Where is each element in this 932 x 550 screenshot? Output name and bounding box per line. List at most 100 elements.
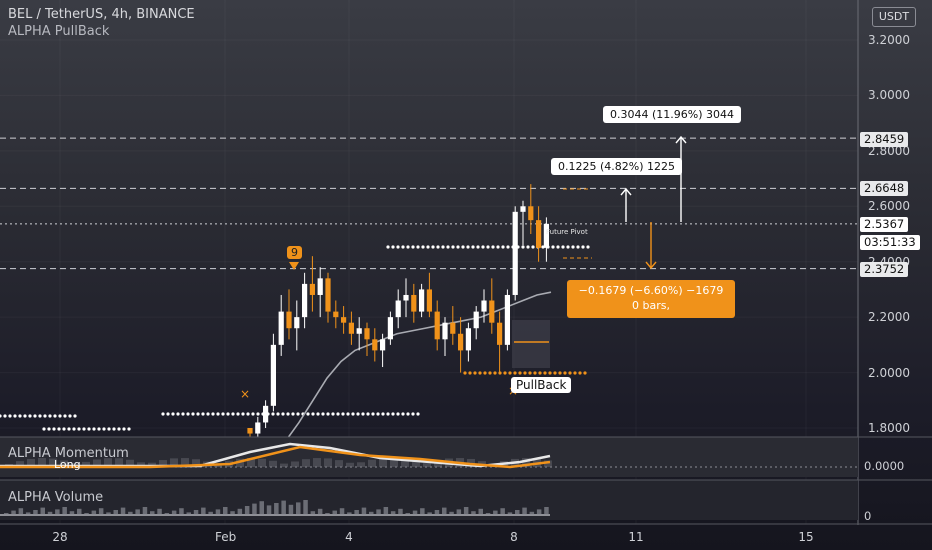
volume-bar [412, 510, 418, 515]
pivot-dot [296, 412, 300, 416]
volume-bar [544, 507, 549, 515]
pivot-dot [366, 412, 370, 416]
pivot-dot [241, 412, 245, 416]
pivot-dot [411, 412, 415, 416]
arrow-head-icon [645, 261, 657, 270]
pivot-dot [461, 245, 465, 249]
price-tick-label: 2.2000 [868, 310, 910, 325]
volume-bar [478, 508, 483, 515]
volume-bar [179, 508, 184, 515]
candle-body [450, 322, 456, 334]
volume-bar [18, 508, 24, 515]
volume-bar [113, 510, 118, 515]
pivot-dot [201, 412, 205, 416]
momentum-bar [423, 463, 431, 467]
pivot-dot [356, 412, 360, 416]
pivot-dot [571, 245, 575, 249]
pivot-dot [411, 245, 415, 249]
volume-bar [442, 507, 447, 515]
pivot-dot [77, 427, 81, 431]
pivot-dot [306, 412, 310, 416]
candle-body [372, 339, 378, 351]
volume-bar [128, 511, 133, 515]
pivot-dot [53, 414, 57, 418]
pivot-dot [476, 245, 480, 249]
pivot-dot [276, 412, 280, 416]
momentum-bar [280, 463, 288, 467]
pivot-dot [501, 245, 505, 249]
pivot-dot [351, 412, 355, 416]
momentum-bar [401, 459, 409, 467]
pivot-dot [553, 371, 557, 375]
pivot-dot [376, 412, 380, 416]
candle-body [278, 311, 284, 345]
momentum-bar [291, 461, 299, 467]
pivot-dot [578, 371, 582, 375]
momentum-bar [522, 458, 530, 467]
time-tick-label: Feb [215, 530, 237, 544]
pivot-dot [406, 245, 410, 249]
pivot-dot [513, 371, 517, 375]
volume-bar [507, 512, 513, 515]
price-tick-label: 3.0000 [868, 88, 910, 103]
pivot-dot [23, 414, 27, 418]
momentum-zero-label: 0.0000 [864, 459, 905, 473]
pivot-dot [526, 245, 530, 249]
volume-bar [237, 508, 243, 515]
pivot-dot [371, 412, 375, 416]
volume-bar [215, 509, 221, 515]
volume-bar [310, 511, 316, 515]
time-tick-label: 8 [510, 530, 518, 544]
momentum-bar [544, 460, 552, 467]
pivot-dot [548, 371, 552, 375]
pivot-dot [43, 414, 47, 418]
momentum-bar [170, 458, 178, 467]
pivot-dot [521, 245, 525, 249]
candle-body [497, 322, 503, 345]
stop-loss-box: −0.1679 (−6.60%) −1679 0 bars, [567, 280, 735, 318]
pivot-dot [456, 245, 460, 249]
indicator-title: ALPHA PullBack [8, 24, 110, 39]
pivot-dot [326, 412, 330, 416]
momentum-bar [49, 458, 57, 467]
candle-body [348, 322, 354, 334]
pivot-dot [581, 245, 585, 249]
price-tick-label: 2.0000 [868, 365, 910, 380]
volume-bar [186, 512, 191, 515]
candle-body [364, 328, 370, 340]
volume-bar [405, 513, 410, 515]
pivot-dot [391, 412, 395, 416]
pivot-dot [528, 371, 532, 375]
pivot-dot [316, 412, 320, 416]
volume-bar [471, 511, 476, 515]
pivot-dot [226, 412, 230, 416]
volume-bar [281, 500, 286, 515]
pivot-dot [166, 412, 170, 416]
time-tick-label: 4 [345, 530, 353, 544]
pivot-dot [401, 412, 405, 416]
pivot-dot [346, 412, 350, 416]
volume-bar [339, 508, 345, 515]
pivot-dot [62, 427, 66, 431]
pivot-dot [441, 245, 445, 249]
pivot-dot [181, 412, 185, 416]
currency-button[interactable]: USDT [872, 7, 916, 27]
stop-loss-line1: −0.1679 (−6.60%) −1679 [578, 284, 724, 297]
pivot-dot [52, 427, 56, 431]
candle-body [473, 311, 479, 329]
pivot-dot [533, 371, 537, 375]
momentum-bar [126, 459, 134, 467]
momentum-bar [27, 458, 35, 467]
moving-average-line [284, 291, 552, 443]
volume-panel-title: ALPHA Volume [8, 490, 104, 505]
candle-body [387, 317, 393, 340]
pivot-dot [281, 412, 285, 416]
long-label: Long [54, 458, 81, 471]
candle-body [380, 339, 386, 351]
stop-loss-line2: 0 bars, [632, 299, 670, 312]
volume-bar [463, 507, 469, 515]
momentum-bar [379, 458, 387, 467]
candle-body [465, 328, 471, 351]
